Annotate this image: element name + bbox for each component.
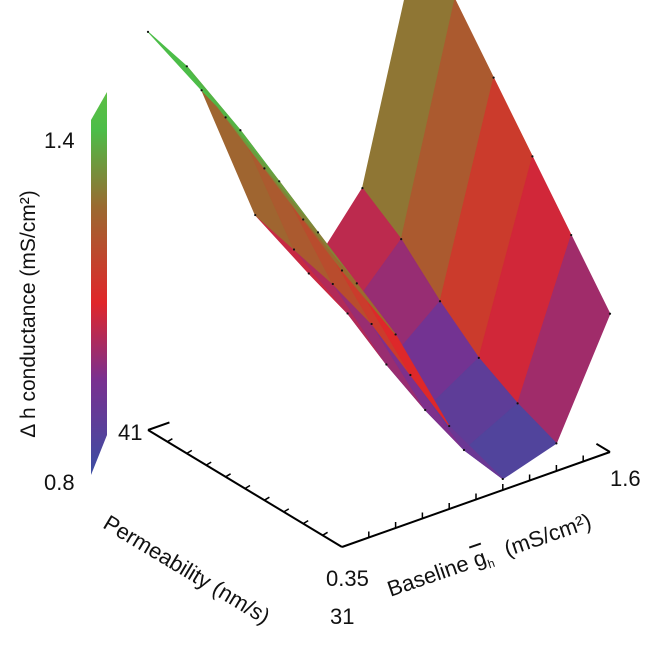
colorbar xyxy=(91,92,107,475)
data-point xyxy=(302,218,305,221)
x-axis-subscript: h xyxy=(485,555,497,572)
data-point xyxy=(516,402,519,405)
data-point xyxy=(570,233,573,237)
data-point xyxy=(263,167,266,170)
data-point xyxy=(531,155,534,158)
data-point xyxy=(492,76,495,79)
data-point xyxy=(146,30,150,33)
axes xyxy=(147,421,611,548)
data-point xyxy=(331,282,334,286)
data-point xyxy=(361,187,364,190)
data-point xyxy=(501,477,504,481)
data-point xyxy=(409,373,412,377)
x-tick-max: 1.6 xyxy=(610,466,641,491)
y-tick xyxy=(302,519,309,525)
data-point xyxy=(340,269,344,272)
y-tick xyxy=(186,449,193,455)
data-point xyxy=(477,356,480,359)
y-tick xyxy=(322,531,328,536)
y-axis-end-tick xyxy=(147,421,170,431)
y-tick xyxy=(205,461,212,466)
data-point xyxy=(185,65,188,68)
data-point xyxy=(608,312,612,315)
data-point xyxy=(346,312,349,315)
data-point xyxy=(307,272,310,275)
data-point xyxy=(239,129,242,132)
data-point xyxy=(355,282,358,285)
x-tick-min: 0.35 xyxy=(326,566,369,591)
data-point xyxy=(424,408,427,412)
data-point xyxy=(370,322,373,326)
y-tick-max: 41 xyxy=(118,420,143,445)
y-tick xyxy=(264,496,270,501)
y-tick xyxy=(283,508,290,513)
data-point xyxy=(292,248,296,251)
data-point xyxy=(438,300,442,303)
data-point xyxy=(555,442,558,445)
y-tick xyxy=(244,484,251,490)
y-tick-min: 31 xyxy=(330,604,355,629)
data-point xyxy=(316,231,320,234)
y-tick xyxy=(167,438,173,443)
data-point xyxy=(394,333,397,336)
x-axis-end-tick xyxy=(595,442,611,453)
surface xyxy=(146,0,612,481)
data-point xyxy=(400,238,403,241)
y-tick xyxy=(225,473,231,478)
data-point xyxy=(448,424,451,428)
surface-patch xyxy=(201,89,295,250)
data-point xyxy=(385,363,388,366)
z-axis-label: Δ h conductance (mS/cm²) xyxy=(17,190,40,438)
data-point xyxy=(200,89,203,92)
data-point xyxy=(224,116,227,119)
z-tick-min: 0.8 xyxy=(44,470,75,495)
data-point xyxy=(462,448,466,452)
data-point xyxy=(254,213,257,217)
z-tick-max: 1.4 xyxy=(44,128,75,153)
data-point xyxy=(278,180,281,183)
